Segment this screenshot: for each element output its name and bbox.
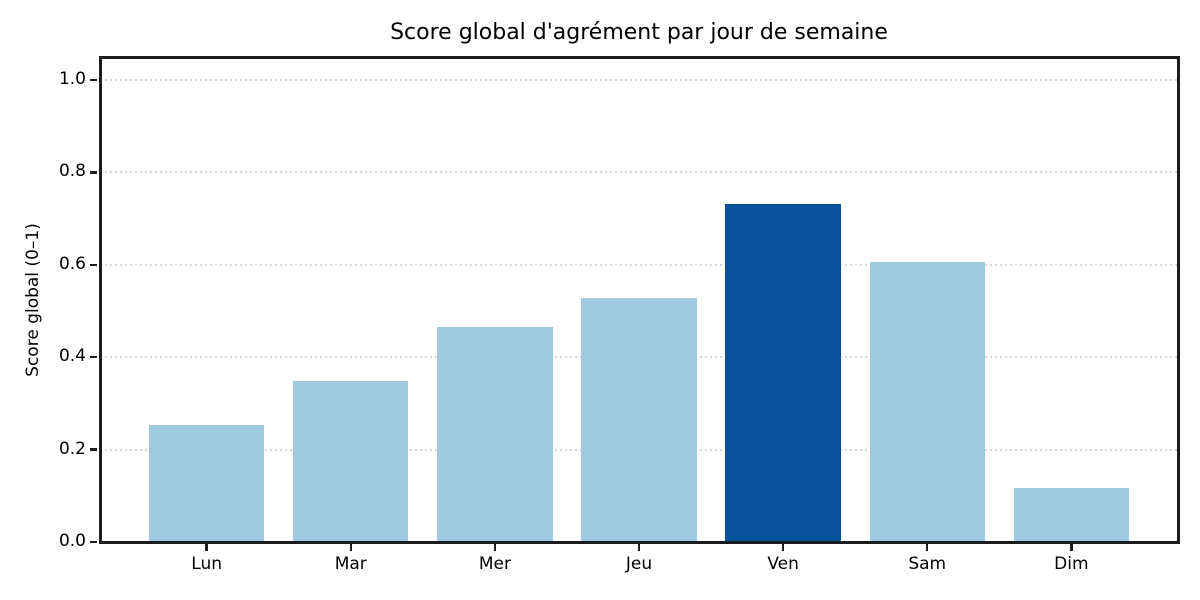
y-tick: [90, 78, 97, 82]
gridline: [100, 79, 1178, 82]
y-tick-label: 0.8: [58, 161, 86, 182]
axis-spine-top: [98, 55, 1180, 59]
x-tick: [349, 543, 352, 551]
bar-jeu: [581, 298, 697, 542]
bar-dim: [1013, 488, 1129, 542]
axis-spine-right: [1176, 55, 1180, 544]
x-tick-label: Mer: [478, 554, 511, 574]
y-tick: [90, 171, 97, 174]
chart-title: Score global d'agrément par jour de sema…: [390, 20, 888, 45]
gridline: [100, 263, 1178, 266]
y-tick: [90, 448, 97, 451]
gridline: [100, 171, 1178, 174]
bar-mer: [437, 327, 553, 542]
y-tick-label: 0.2: [58, 438, 86, 459]
x-tick: [781, 543, 785, 551]
axis-spine-left: [98, 55, 102, 544]
x-tick: [637, 543, 641, 551]
x-tick-label: Jeu: [625, 554, 653, 574]
bar-lun: [149, 425, 265, 542]
x-tick-label: Lun: [191, 554, 222, 574]
y-tick: [90, 263, 97, 267]
x-tick-label: Sam: [908, 554, 947, 574]
x-tick-label: Dim: [1054, 554, 1089, 574]
plot-area: [98, 55, 1180, 544]
x-tick-label: Ven: [767, 554, 799, 574]
bar-mar: [293, 381, 409, 542]
y-tick-label: 0.0: [58, 531, 86, 551]
x-tick: [205, 543, 208, 551]
x-tick-label: Mar: [334, 554, 367, 574]
x-tick: [493, 543, 497, 551]
x-tick: [925, 543, 929, 551]
y-tick: [90, 355, 97, 359]
x-tick: [1070, 543, 1073, 551]
axis-spine-bottom: [98, 540, 1180, 544]
bar-sam: [869, 261, 985, 542]
y-tick-label: 0.6: [58, 253, 86, 274]
bar-ven: [725, 204, 841, 542]
y-tick: [90, 540, 97, 544]
y-tick-label: 0.4: [58, 346, 86, 367]
y-tick-label: 1.0: [58, 69, 86, 90]
